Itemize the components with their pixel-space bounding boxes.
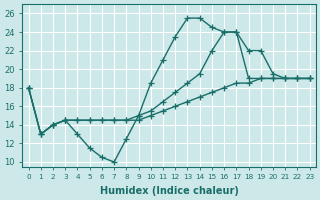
- X-axis label: Humidex (Indice chaleur): Humidex (Indice chaleur): [100, 186, 239, 196]
